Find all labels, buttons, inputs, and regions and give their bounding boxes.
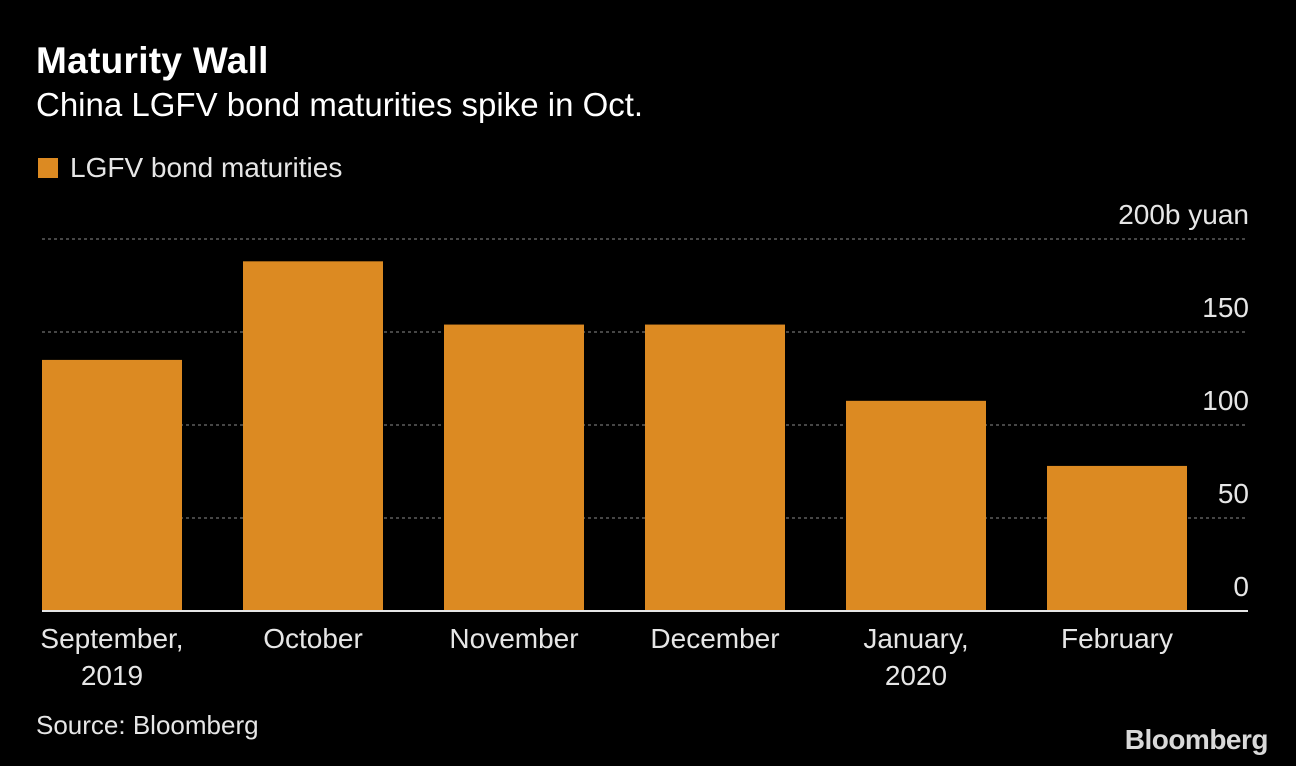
source-note: Source: Bloomberg (36, 710, 259, 740)
y-tick-label: 0 (1233, 571, 1249, 602)
bar (444, 324, 584, 611)
x-tick-label: December (650, 623, 779, 654)
y-tick-label: 50 (1218, 478, 1249, 509)
bar (42, 359, 182, 611)
y-tick-label: 150 (1202, 292, 1249, 323)
chart-title: Maturity Wall (36, 40, 269, 81)
legend-swatch (38, 158, 58, 178)
x-tick-label: November (449, 623, 578, 654)
y-tick-label: 200b yuan (1118, 199, 1249, 230)
x-tick-label: October (263, 623, 363, 654)
x-tick-label: February (1061, 623, 1173, 654)
bloomberg-logo: Bloomberg (1124, 724, 1269, 755)
legend-label: LGFV bond maturities (70, 152, 343, 183)
x-tick-label: January, 2020 (863, 623, 968, 691)
y-tick-label: 100 (1202, 385, 1249, 416)
bar (1047, 465, 1187, 611)
legend: LGFV bond maturities (38, 152, 342, 184)
bar (846, 400, 986, 611)
chart-subtitle: China LGFV bond maturities spike in Oct. (36, 86, 644, 123)
bar (243, 261, 383, 611)
x-tick-label: September, 2019 (40, 623, 183, 691)
bar (645, 324, 785, 611)
